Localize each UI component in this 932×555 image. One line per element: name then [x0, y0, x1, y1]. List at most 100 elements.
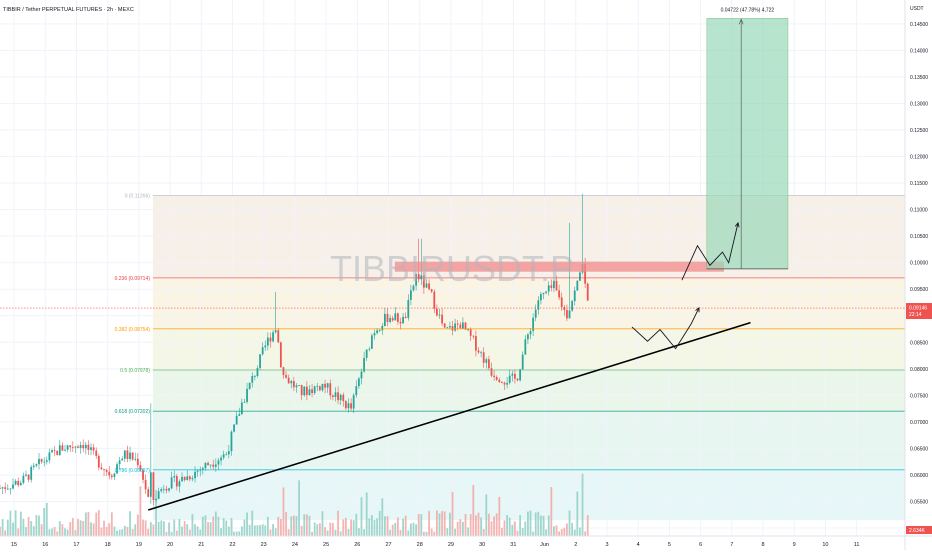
volume-bar: [292, 515, 295, 536]
volume-bar: [448, 512, 451, 536]
fib-zone: [152, 328, 905, 370]
candle-body: [472, 335, 475, 337]
projected-path-arrowhead: [734, 221, 740, 228]
candle-body: [240, 402, 243, 415]
candle-body: [422, 275, 425, 288]
volume-bar: [311, 531, 313, 536]
candle-body: [264, 345, 267, 348]
candle-body: [181, 476, 183, 482]
volume-bar: [560, 529, 563, 536]
volume-bar: [129, 511, 131, 536]
volume-bar: [506, 515, 509, 536]
volume-bar: [287, 529, 290, 536]
volume-bar: [373, 520, 376, 536]
volume-bar: [370, 515, 373, 536]
volume-bar: [149, 522, 152, 536]
candle-body: [540, 294, 542, 301]
candle-body: [209, 464, 212, 466]
candle-body: [342, 394, 345, 402]
candle-body: [396, 313, 399, 322]
volume-bar: [105, 526, 108, 536]
time-tick-label: 21: [198, 542, 204, 548]
volume-bar: [19, 511, 22, 536]
volume-bar: [571, 522, 574, 536]
volume-bar: [160, 520, 163, 536]
fib-level-label: 0.786 (0.06097): [115, 468, 151, 474]
volume-bar: [147, 528, 150, 536]
candle-body: [272, 332, 274, 342]
volume-bar: [490, 521, 493, 536]
candle-body: [196, 470, 199, 472]
volume-bar: [251, 510, 254, 536]
candle-body: [238, 414, 241, 416]
candle-body: [527, 334, 529, 340]
candle-body: [256, 368, 259, 376]
projected-path: [681, 222, 739, 281]
volume-bar: [475, 515, 477, 536]
volume-bar: [454, 528, 457, 536]
candle-body: [350, 403, 352, 409]
volume-bar: [339, 531, 342, 536]
time-tick-label: 22: [229, 542, 235, 548]
candle-body: [131, 452, 134, 460]
volume-bar: [519, 515, 522, 536]
volume-bar: [142, 519, 144, 536]
candle-body: [573, 290, 576, 302]
candle-body: [503, 382, 506, 385]
volume-bar: [316, 524, 319, 536]
price-tick-label: 0.06000: [910, 473, 928, 479]
volume-bar: [417, 513, 420, 536]
candle-body: [243, 402, 246, 403]
candle-body: [337, 392, 339, 401]
candle-body: [32, 465, 35, 468]
candle-body: [477, 350, 480, 353]
candle-body: [391, 318, 394, 321]
candle-body: [123, 450, 126, 459]
volume-bar: [27, 517, 30, 536]
candle-body: [446, 327, 449, 329]
volume-bar: [545, 529, 548, 536]
candle-body: [35, 464, 38, 466]
time-tick-label: 8: [761, 542, 764, 548]
volume-bar: [279, 519, 282, 536]
volume-bar: [472, 485, 475, 536]
candle-body: [136, 458, 139, 466]
volume-bar: [82, 521, 85, 536]
candle-body: [516, 378, 519, 381]
candle-body: [22, 475, 25, 483]
volume-bar: [321, 511, 324, 536]
volume-bar: [188, 529, 191, 536]
chart-header-title: TIBBIR / Tether PERPETUAL FUTURES · 2h ·…: [3, 7, 134, 13]
volume-bar: [355, 513, 358, 536]
volume-bar: [272, 524, 274, 536]
candle-body: [207, 462, 209, 466]
price-tick-label: 0.13500: [910, 75, 928, 81]
volume-bar: [360, 497, 363, 536]
volume-bar: [368, 518, 371, 536]
volume-bar: [477, 512, 480, 536]
candle-body: [152, 472, 155, 501]
volume-bar: [290, 516, 293, 536]
candle-body: [383, 313, 386, 326]
candle-body: [84, 444, 87, 449]
volume-bar: [459, 519, 462, 536]
volume-bar: [227, 526, 230, 536]
volume-bar: [92, 523, 95, 536]
volume-bar: [532, 531, 535, 536]
volume-bar: [110, 512, 113, 536]
volume-bar: [165, 531, 168, 536]
volume-bar: [334, 529, 337, 536]
volume-bar: [521, 528, 524, 536]
volume-bar: [87, 511, 90, 536]
candle-body: [9, 488, 12, 490]
volume-bar: [233, 531, 235, 536]
volume-bar: [43, 507, 46, 536]
time-tick-label: 23: [261, 542, 267, 548]
volume-bar: [217, 516, 220, 536]
candle-body: [363, 357, 365, 372]
volume-bar: [97, 510, 100, 536]
volume-bar: [568, 510, 571, 536]
candle-body: [235, 415, 238, 425]
